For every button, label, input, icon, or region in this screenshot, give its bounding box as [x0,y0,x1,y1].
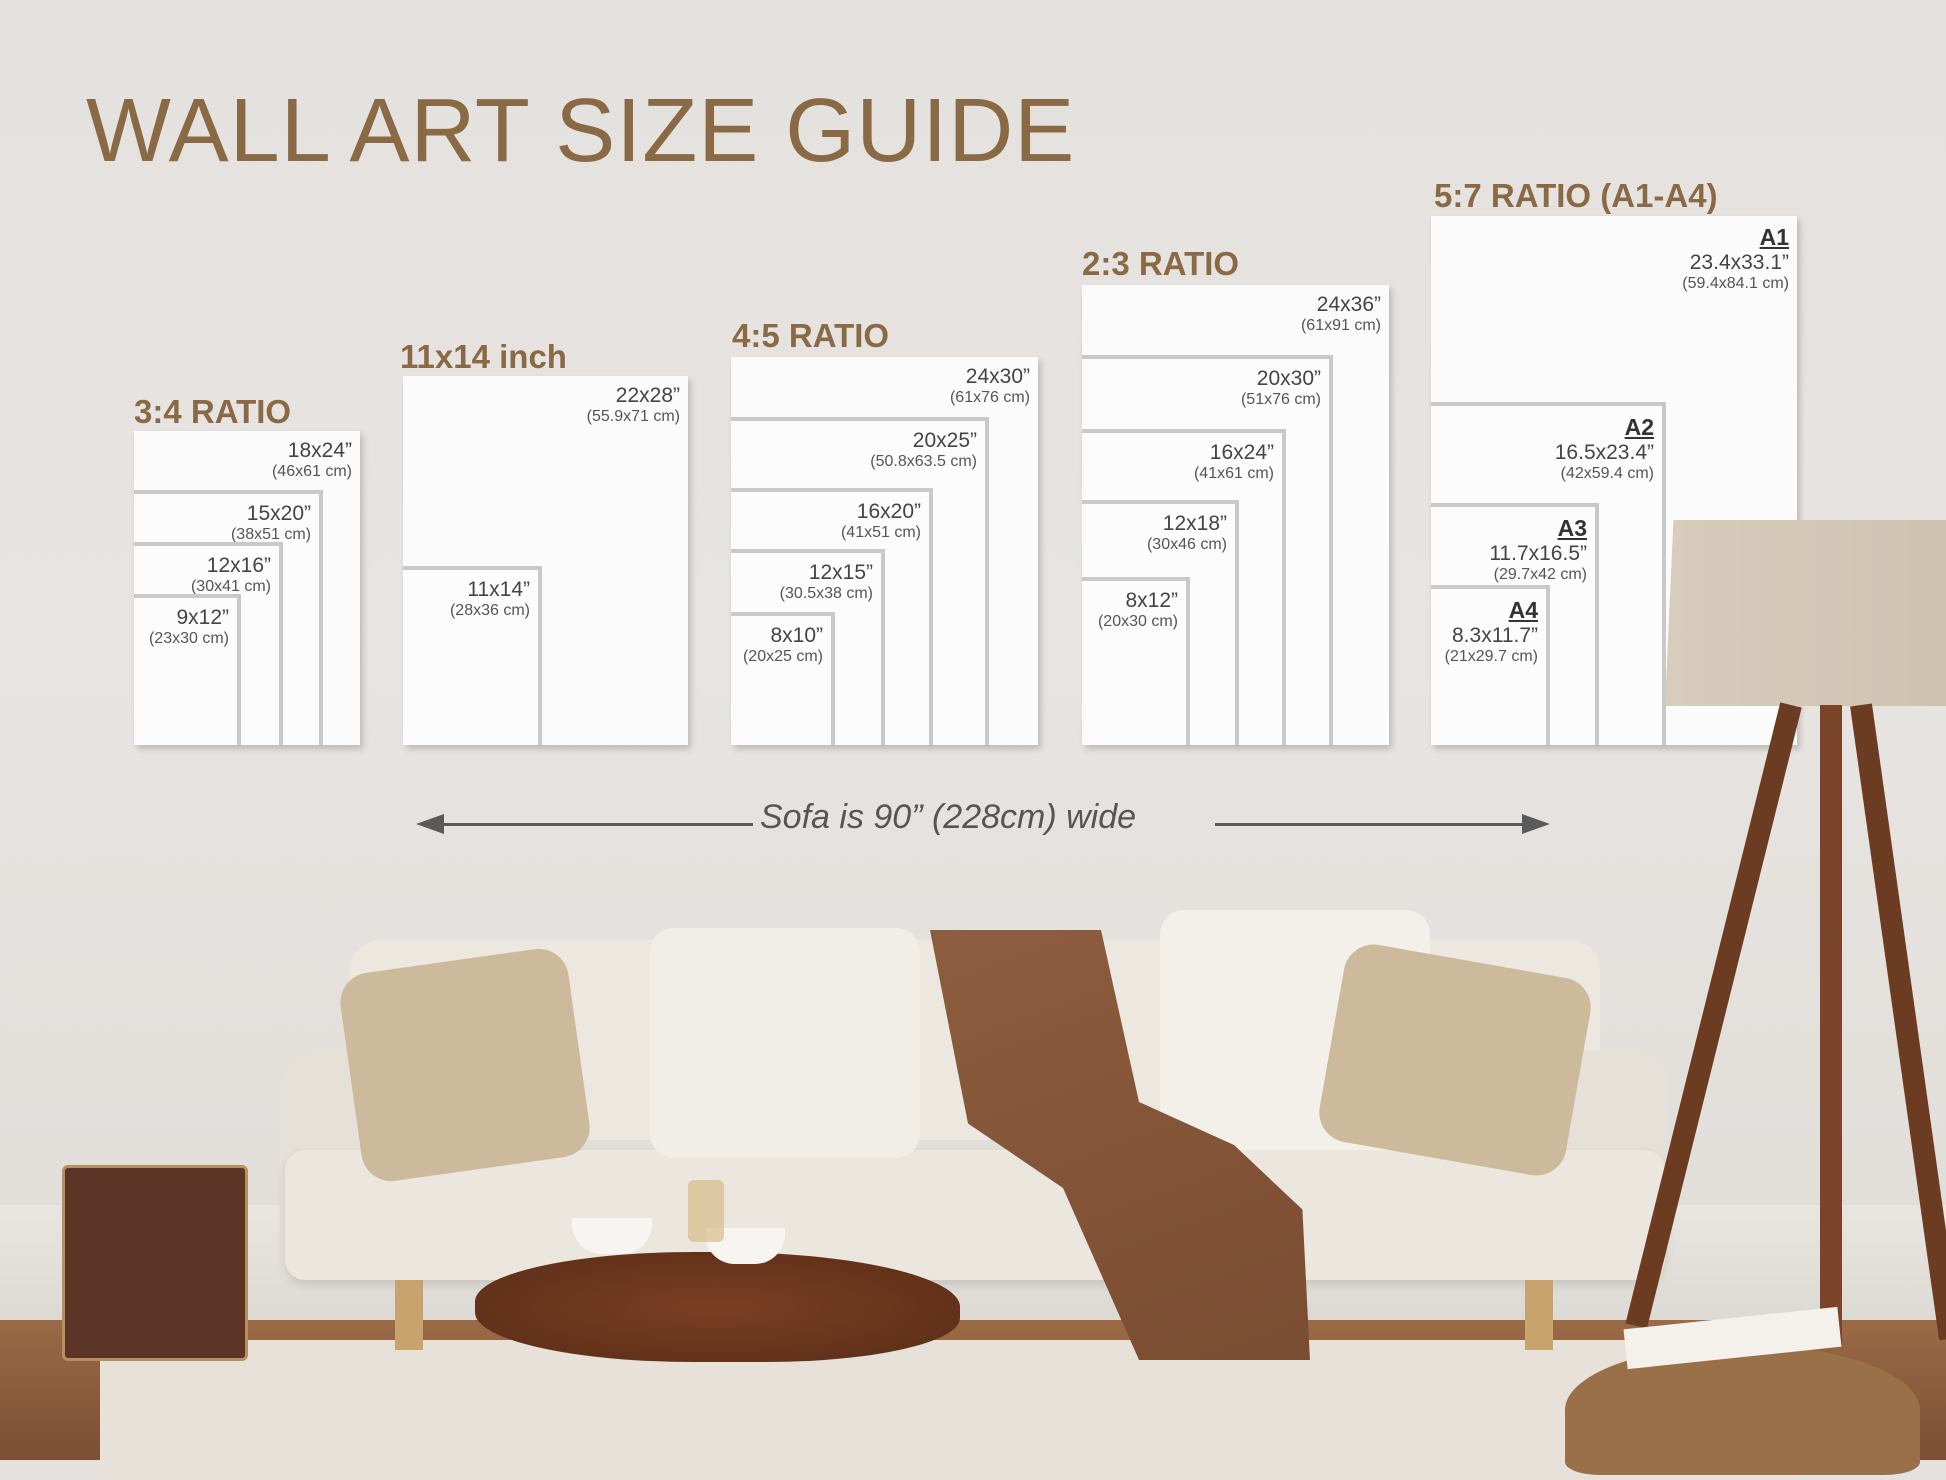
frame-size-outline: 9x12” (23x30 cm) [134,594,241,745]
size-inches: 18x24” [287,439,352,462]
size-inches: 12x15” [808,561,873,584]
size-cm: (20x30 cm) [1097,613,1178,630]
size-cm: (30x41 cm) [190,578,271,595]
size-cm: (50.8x63.5 cm) [870,453,977,470]
size-inches: 16x20” [856,500,921,523]
size-inches: 11.7x16.5” [1489,542,1587,565]
sofa-width-note: Sofa is 90” (228cm) wide [760,798,1137,836]
size-cm: (30x46 cm) [1146,536,1227,553]
size-cm: (51x76 cm) [1240,391,1321,408]
floor-lamp-leg [1820,705,1842,1345]
size-cm: (61x91 cm) [1300,317,1381,334]
size-label: 8x12” (20x30 cm) [1098,589,1178,631]
frame-size-outline: A4 8.3x11.7” (21x29.7 cm) [1431,585,1550,745]
size-inches: 20x30” [1256,367,1321,390]
page-title: WALL ART SIZE GUIDE [86,81,1076,181]
size-label: A1 23.4x33.1” (59.4x84.1 cm) [1682,224,1789,293]
size-cm: (41x51 cm) [840,524,921,541]
frame-size-outline: 8x12” (20x30 cm) [1082,577,1190,745]
sofa-leg [1525,1280,1553,1350]
size-inches: 23.4x33.1” [1689,251,1789,274]
size-inches: 12x18” [1162,512,1227,535]
coffee-table [475,1252,960,1362]
right-arrow-line [1215,823,1535,826]
size-cm: (28x36 cm) [449,602,530,619]
size-inches: 15x20” [246,502,311,525]
pillow [1314,939,1596,1181]
sofa-seat [285,1150,1665,1280]
size-label: 24x36” (61x91 cm) [1301,293,1381,335]
size-cm: (20x25 cm) [742,648,823,665]
pillow [650,928,920,1158]
size-inches: 8.3x11.7” [1452,624,1538,647]
coffee-cup [572,1218,652,1254]
size-cm: (38x51 cm) [230,526,311,543]
size-inches: 12x16” [206,554,271,577]
size-cm: (42x59.4 cm) [1560,465,1654,482]
frame-size-outline: 8x10” (20x25 cm) [731,612,835,745]
size-cm: (30.5x38 cm) [779,585,873,602]
paper-size: A1 [1759,224,1789,250]
floor-lamp-shade [1665,520,1946,706]
ratio-heading: 5:7 RATIO (A1-A4) [1434,177,1718,214]
size-inches: 9x12” [176,606,229,629]
left-arrow-icon [416,814,444,834]
ratio-heading: 4:5 RATIO [732,317,890,354]
wicker-pouf [1565,1345,1920,1475]
size-label: A4 8.3x11.7” (21x29.7 cm) [1445,597,1538,666]
vase [688,1180,724,1242]
size-label: 11x14” (28x36 cm) [450,578,530,620]
sofa-leg [395,1280,423,1350]
size-label: 8x10” (20x25 cm) [743,624,823,666]
size-label: 20x30” (51x76 cm) [1241,367,1321,409]
paper-size: A2 [1624,414,1654,440]
paper-size: A4 [1508,597,1538,623]
size-label: 12x15” (30.5x38 cm) [780,561,873,603]
size-inches: 11x14” [467,578,530,601]
ratio-heading: 2:3 RATIO [1082,245,1240,282]
size-label: 22x28” (55.9x71 cm) [587,384,680,426]
size-cm: (61x76 cm) [949,389,1030,406]
size-label: 12x18” (30x46 cm) [1147,512,1227,554]
size-label: 18x24” (46x61 cm) [272,439,352,481]
pillow [336,945,594,1185]
ratio-heading: 3:4 RATIO [134,393,292,430]
rug [100,1340,1800,1480]
size-cm: (46x61 cm) [271,463,352,480]
size-label: A3 11.7x16.5” (29.7x42 cm) [1489,515,1587,584]
paper-size: A3 [1557,515,1587,541]
left-arrow-line [430,823,753,826]
magazine-rack [62,1165,248,1361]
size-label: 20x25” (50.8x63.5 cm) [870,429,977,471]
size-label: 24x30” (61x76 cm) [950,365,1030,407]
size-cm: (29.7x42 cm) [1493,566,1587,583]
size-cm: (59.4x84.1 cm) [1682,275,1789,292]
size-inches: 20x25” [912,429,977,452]
size-inches: 16.5x23.4” [1554,441,1654,464]
size-inches: 8x12” [1125,589,1178,612]
size-cm: (23x30 cm) [148,630,229,647]
size-inches: 16x24” [1209,441,1274,464]
size-label: A2 16.5x23.4” (42x59.4 cm) [1555,414,1654,483]
frame-size-outline: 11x14” (28x36 cm) [403,566,542,745]
size-label: 12x16” (30x41 cm) [191,554,271,596]
size-inches: 24x30” [965,365,1030,388]
size-label: 16x20” (41x51 cm) [841,500,921,542]
right-arrow-icon [1522,814,1550,834]
size-label: 16x24” (41x61 cm) [1194,441,1274,483]
size-inches: 24x36” [1316,293,1381,316]
size-cm: (41x61 cm) [1193,465,1274,482]
size-label: 9x12” (23x30 cm) [149,606,229,648]
ratio-heading: 11x14 inch [400,338,567,375]
sofa [280,910,1670,1360]
size-cm: (21x29.7 cm) [1444,648,1538,665]
size-label: 15x20” (38x51 cm) [231,502,311,544]
size-cm: (55.9x71 cm) [586,408,680,425]
size-inches: 8x10” [770,624,823,647]
size-inches: 22x28” [615,384,680,407]
